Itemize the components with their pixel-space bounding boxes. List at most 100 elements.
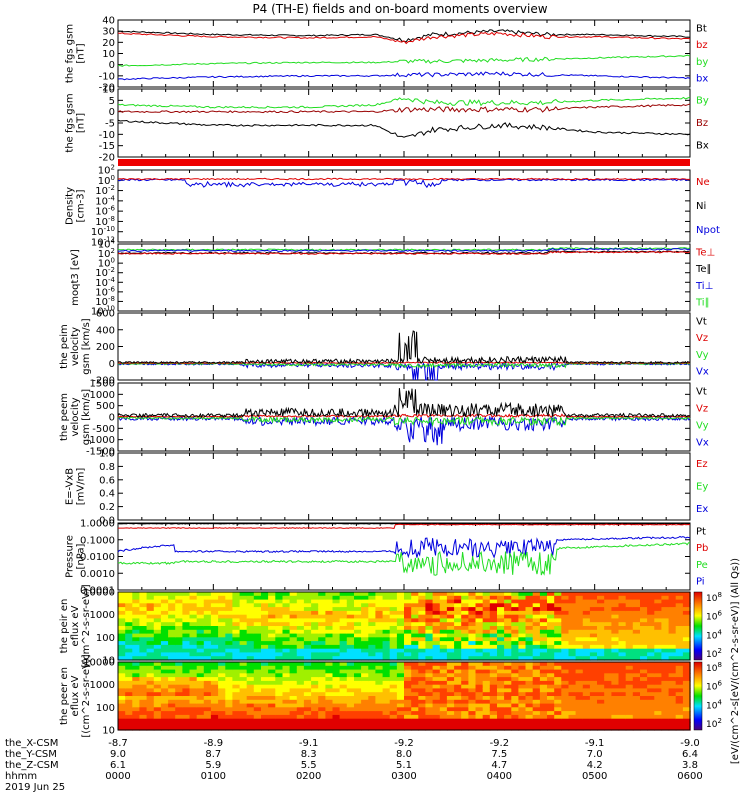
spectrogram-cell <box>232 629 241 635</box>
spectrogram-cell <box>532 610 541 616</box>
spectrogram-cell <box>575 626 584 631</box>
spectrogram-cell <box>282 684 291 690</box>
spectrogram-cell <box>268 707 276 712</box>
spectrogram-cell <box>640 599 648 604</box>
spectrogram-cell <box>118 662 126 667</box>
spectrogram-cell <box>318 688 326 693</box>
spectrogram-cell <box>389 618 398 623</box>
spectrogram-cell <box>253 637 262 642</box>
spectrogram-cell <box>196 626 205 631</box>
spectrogram-cell <box>518 662 527 667</box>
spectrogram-cell <box>554 722 562 727</box>
footer-row-label: the_Z-CSM <box>5 760 59 771</box>
spectrogram-cell <box>354 641 362 646</box>
spectrogram-cell <box>539 699 548 705</box>
spectrogram-cell <box>332 641 341 646</box>
spectrogram-cell <box>632 673 641 678</box>
spectrogram-cell <box>547 633 555 638</box>
spectrogram-cell <box>632 677 641 682</box>
spectrogram-cell <box>118 714 126 720</box>
spectrogram-cell <box>175 722 183 727</box>
spectrogram-cell <box>561 684 570 690</box>
spectrogram-cell <box>554 665 562 671</box>
spectrogram-cell <box>525 592 534 597</box>
spectrogram-cell <box>196 656 205 661</box>
spectrogram-cell <box>189 692 198 697</box>
spectrogram-cell <box>175 607 183 612</box>
spectrogram-cell <box>125 665 133 671</box>
spectrogram-cell <box>189 707 198 712</box>
spectrogram-cell <box>461 610 469 616</box>
spectrogram-cell <box>446 603 455 608</box>
spectrogram-cell <box>389 714 398 720</box>
spectrogram-cell <box>647 711 655 716</box>
spectrogram-cell <box>532 603 541 608</box>
spectrogram-cell <box>125 618 133 623</box>
spectrogram-cell <box>325 626 334 631</box>
spectrogram-cell <box>275 592 284 597</box>
spectrogram-cell <box>189 599 198 604</box>
spectrogram-cell <box>246 714 255 720</box>
spectrogram-cell <box>239 662 248 667</box>
spectrogram-cell <box>325 718 334 724</box>
spectrogram-cell <box>232 703 241 708</box>
spectrogram-cell <box>618 696 627 701</box>
footer-hhmm-value: 0300 <box>391 771 416 782</box>
spectrogram-cell <box>668 722 677 727</box>
spectrogram-cell <box>139 699 148 705</box>
spectrogram-cell <box>446 726 455 731</box>
spectrogram-cell <box>361 688 369 693</box>
spectrogram-cell <box>339 641 348 646</box>
spectrogram-cell <box>275 629 284 635</box>
spectrogram-cell <box>354 726 362 731</box>
spectrogram-cell <box>168 662 176 667</box>
spectrogram-cell <box>168 610 176 616</box>
spectrogram-cell <box>547 610 555 616</box>
spectrogram-cell <box>282 629 291 635</box>
spectrogram-cell <box>332 652 341 657</box>
spectrogram-cell <box>604 629 612 635</box>
spectrogram-cell <box>640 644 648 650</box>
spectrogram-cell <box>182 641 191 646</box>
spectrogram-cell <box>575 652 584 657</box>
spectrogram-cell <box>497 711 505 716</box>
spectrogram-cell <box>461 669 469 674</box>
spectrogram-cell <box>489 688 498 693</box>
spectrogram-cell <box>504 714 512 720</box>
spectrogram-cell <box>332 696 341 701</box>
spectrogram-cell <box>311 703 319 708</box>
spectrogram-cell <box>589 718 598 724</box>
spectrogram-cell <box>489 669 498 674</box>
spectrogram-cell <box>246 610 255 616</box>
spectrogram-cell <box>253 692 262 697</box>
spectrogram-cell <box>475 637 484 642</box>
spectrogram-cell <box>396 711 405 716</box>
spectrogram-cell <box>518 629 527 635</box>
spectrogram-cell <box>518 618 527 623</box>
spectrogram-cell <box>332 673 341 678</box>
spectrogram-cell <box>554 692 562 697</box>
spectrogram-cell <box>532 592 541 597</box>
spectrogram-cell <box>475 595 484 601</box>
spectrogram-cell <box>482 618 491 623</box>
spectrogram-cell <box>332 599 341 604</box>
spectrogram-cell <box>189 711 198 716</box>
spectrogram-cell <box>160 622 169 627</box>
spectrogram-cell <box>682 714 691 720</box>
spectrogram-cell <box>361 669 369 674</box>
spectrogram-cell <box>611 592 620 597</box>
spectrogram-cell <box>232 673 241 678</box>
spectrogram-cell <box>504 688 512 693</box>
spectrogram-cell <box>439 662 448 667</box>
spectrogram-cell <box>654 637 663 642</box>
spectrogram-cell <box>525 662 534 667</box>
spectrogram-cell <box>497 626 505 631</box>
spectrogram-cell <box>582 626 591 631</box>
spectrogram-cell <box>354 718 362 724</box>
y-axis-label: the peir en <box>59 599 70 654</box>
spectrogram-cell <box>225 648 234 654</box>
spectrogram-cell <box>547 656 555 661</box>
spectrogram-cell <box>175 622 183 627</box>
spectrogram-cell <box>640 629 648 635</box>
spectrogram-cell <box>311 692 319 697</box>
